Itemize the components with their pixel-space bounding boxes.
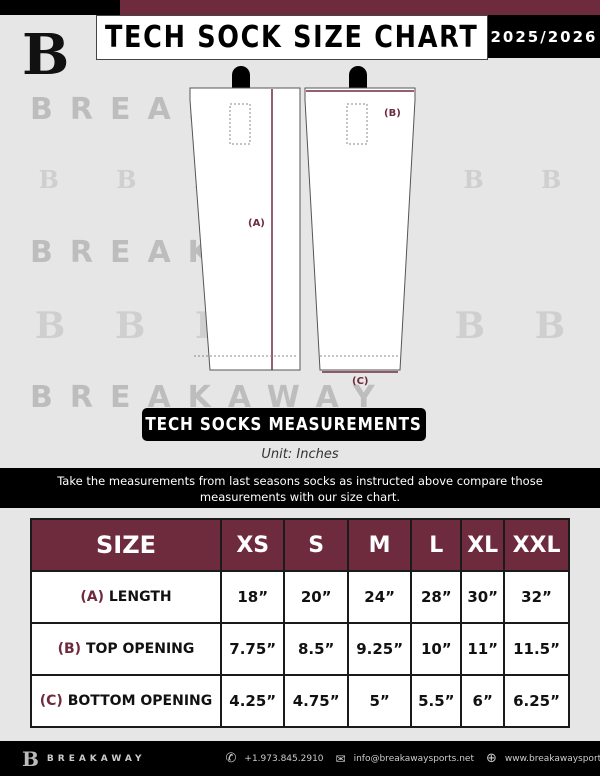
cell: 8.5”	[283, 622, 349, 676]
logo: B	[22, 22, 70, 88]
header-l: L	[410, 518, 463, 572]
footer-brand: BREAKAWAY	[46, 753, 146, 764]
cell: 28”	[410, 570, 463, 624]
header-xl: XL	[460, 518, 506, 572]
footer-logo: B	[22, 746, 39, 771]
cell: 5”	[346, 674, 413, 728]
size-table: SIZE XS S M L XL XXL (A) LENGTH 18” 20” 24…	[30, 518, 570, 728]
footer-website[interactable]: www.breakawaysports.net	[504, 753, 600, 764]
cell: 6.25”	[503, 674, 570, 728]
cell: 32”	[503, 570, 570, 624]
label-length: (A)	[248, 218, 265, 229]
label-top-opening: (B)	[384, 108, 401, 119]
sock-diagram	[189, 66, 416, 373]
phone-icon: ✆	[225, 751, 237, 766]
cell: 9.25”	[346, 622, 413, 676]
table-header-row: SIZE XS S M L XL XXL	[30, 518, 570, 572]
header-s: S	[283, 518, 349, 572]
top-bar-accent	[120, 0, 600, 15]
footer-email[interactable]: info@breakawaysports.net	[353, 753, 474, 764]
instructions: Take the measurements from last seasons …	[0, 468, 600, 508]
season-badge: 2025/2026	[488, 15, 600, 58]
header-xs: XS	[219, 518, 286, 572]
table-row: (A) LENGTH 18” 20” 24” 28” 30” 32”	[30, 570, 570, 624]
table-row: (C) BOTTOM OPENING 4.25” 4.75” 5” 5.5” 6” 6.2…	[30, 674, 570, 728]
row-label: (B) TOP OPENING	[30, 622, 222, 676]
globe-icon: ⊕	[485, 751, 497, 766]
cell: 7.75”	[219, 622, 286, 676]
cell: 24”	[346, 570, 413, 624]
row-label: (A) LENGTH	[30, 570, 222, 624]
banner-title: TECH SOCKS MEASUREMENTS	[145, 414, 423, 435]
header-m: M	[346, 518, 413, 572]
footer-phone[interactable]: +1.973.845.2910	[244, 753, 324, 764]
header-xxl: XXL	[503, 518, 570, 572]
cell: 11”	[460, 622, 506, 676]
cell: 20”	[283, 570, 349, 624]
cell: 5.5”	[410, 674, 463, 728]
row-label: (C) BOTTOM OPENING	[30, 674, 222, 728]
cell: 18”	[219, 570, 286, 624]
table-row: (B) TOP OPENING 7.75” 8.5” 9.25” 10” 11” 11.5…	[30, 622, 570, 676]
unit-label: Unit: Inches	[261, 447, 339, 462]
header-size: SIZE	[30, 518, 222, 572]
cell: 4.75”	[283, 674, 349, 728]
cell: 10”	[410, 622, 463, 676]
footer: B BREAKAWAY ✆ +1.973.845.2910 ✉ info@bre…	[0, 741, 600, 776]
cell: 4.25”	[219, 674, 286, 728]
title-box: TECH SOCK SIZE CHART	[96, 15, 488, 60]
top-bar-dark	[0, 0, 120, 15]
label-bottom-opening: (C)	[352, 376, 369, 387]
cell: 30”	[460, 570, 506, 624]
measurements-banner: TECH SOCKS MEASUREMENTS	[142, 408, 426, 441]
page-title: TECH SOCK SIZE CHART	[105, 20, 479, 55]
cell: 11.5”	[503, 622, 570, 676]
cell: 6”	[460, 674, 506, 728]
mail-icon: ✉	[335, 751, 346, 766]
